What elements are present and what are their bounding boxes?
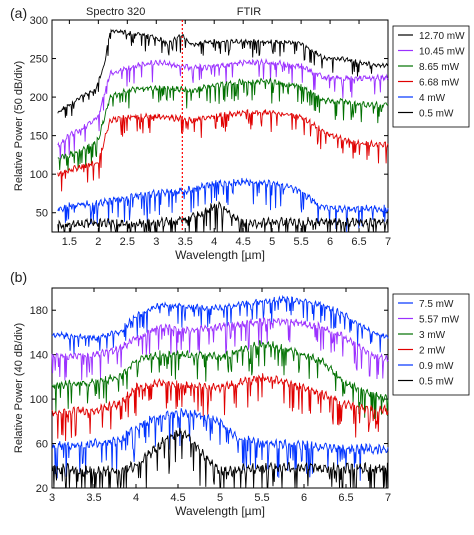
- panel-a-axes: 1.5 2 2.5 3 3.5 4 4.5 5 5.5 6 6.5 7 50 100 150 200 250 30…: [30, 15, 391, 248]
- panel-a-series: [57, 28, 389, 233]
- x-tick-label: 6.5: [351, 236, 366, 248]
- y-tick-label: 140: [30, 350, 48, 362]
- annotation-spectro-320: Spectro 320: [86, 6, 145, 18]
- panel-b-ylabel: Relative Power (40 dB/div): [13, 323, 25, 453]
- series-line-b-3: [51, 373, 389, 442]
- panel-b-series: [51, 294, 389, 489]
- panel-a-label: (a): [10, 5, 27, 21]
- panel-b-axes: 3 3.5 4 4.5 5 5.5 6 6.5 7 20 60 100 140 180: [30, 288, 391, 504]
- legend-entry-label: 0.5 mW: [419, 377, 454, 388]
- series-line-a-1: [57, 57, 389, 159]
- panel-a: (a) 1.5 2 2.5 3 3.5 4 4.5 5 5.5 6 6.5 7 50 100 150 200 2…: [10, 5, 470, 262]
- series-line-a-2: [57, 77, 389, 171]
- x-tick-label: 2: [95, 236, 101, 248]
- series-line-a-3: [57, 108, 389, 192]
- x-tick-label: 4: [211, 236, 217, 248]
- series-line-b-1: [51, 316, 389, 381]
- x-tick-label: 1.5: [62, 236, 77, 248]
- x-tick-label: 7: [385, 492, 391, 504]
- legend-box: [392, 293, 470, 396]
- y-tick-label: 200: [30, 92, 48, 104]
- y-tick-label: 180: [30, 305, 48, 317]
- x-tick-label: 4.5: [170, 492, 185, 504]
- x-tick-label: 6: [301, 492, 307, 504]
- x-tick-label: 2.5: [120, 236, 135, 248]
- series-line-b-0: [51, 294, 389, 355]
- y-tick-label: 300: [30, 15, 48, 27]
- x-tick-label: 5.5: [293, 236, 308, 248]
- y-tick-label: 150: [30, 131, 48, 143]
- x-tick-label: 6.5: [338, 492, 353, 504]
- x-tick-label: 4.5: [236, 236, 251, 248]
- x-tick-label: 3: [49, 492, 55, 504]
- series-line-a-4: [57, 177, 389, 233]
- series-line-b-4: [51, 408, 389, 481]
- y-tick-label: 60: [36, 439, 48, 451]
- legend-entry-label: 5.57 mW: [419, 315, 460, 326]
- panel-a-xlabel: Wavelength [µm]: [175, 248, 265, 262]
- legend-entry-label: 12.70 mW: [419, 31, 465, 42]
- series-line-a-5: [57, 200, 389, 233]
- panel-b-xlabel: Wavelength [µm]: [175, 504, 265, 518]
- legend-entry-label: 7.5 mW: [419, 299, 454, 310]
- y-tick-label: 250: [30, 54, 48, 66]
- legend-entry-label: 6.68 mW: [419, 78, 460, 89]
- legend-entry-label: 8.65 mW: [419, 62, 460, 73]
- x-tick-label: 6: [327, 236, 333, 248]
- panel-b-label: (b): [10, 269, 27, 285]
- series-line-b-2: [51, 340, 389, 420]
- panel-a-legend: 12.70 mW 10.45 mW 8.65 mW 6.68 mW 4 mW 0.5 mW: [392, 25, 470, 128]
- legend-entry-label: 4 mW: [419, 93, 446, 104]
- panel-b-legend: 7.5 mW 5.57 mW 3 mW 2 mW 0.9 mW 0.5 mW: [392, 293, 470, 396]
- y-tick-label: 20: [36, 483, 48, 495]
- y-tick-label: 100: [30, 169, 48, 181]
- x-tick-label: 5.5: [254, 492, 269, 504]
- x-tick-label: 3.5: [86, 492, 101, 504]
- y-tick-label: 100: [30, 394, 48, 406]
- x-tick-label: 3: [153, 236, 159, 248]
- x-tick-label: 3.5: [178, 236, 193, 248]
- legend-entry-label: 2 mW: [419, 346, 446, 357]
- x-tick-label: 7: [385, 236, 391, 248]
- series-line-a-0: [57, 28, 389, 118]
- panel-a-frame: [51, 19, 389, 233]
- legend-entry-label: 0.5 mW: [419, 109, 454, 120]
- panel-a-ylabel: Relative Power (50 dB/div): [13, 61, 25, 191]
- y-tick-label: 50: [36, 208, 48, 220]
- legend-entry-label: 3 mW: [419, 330, 446, 341]
- series-line-b-5: [51, 427, 389, 489]
- panel-b: (b) 3 3.5 4 4.5 5 5.5 6 6.5 7 20 60 100 140 180 Wavel…: [10, 269, 470, 518]
- annotation-ftir: FTIR: [237, 6, 261, 18]
- legend-entry-label: 10.45 mW: [419, 47, 465, 58]
- x-tick-label: 4: [133, 492, 139, 504]
- legend-box: [392, 25, 470, 128]
- x-tick-label: 5: [217, 492, 223, 504]
- x-tick-label: 5: [269, 236, 275, 248]
- legend-entry-label: 0.9 mW: [419, 361, 454, 372]
